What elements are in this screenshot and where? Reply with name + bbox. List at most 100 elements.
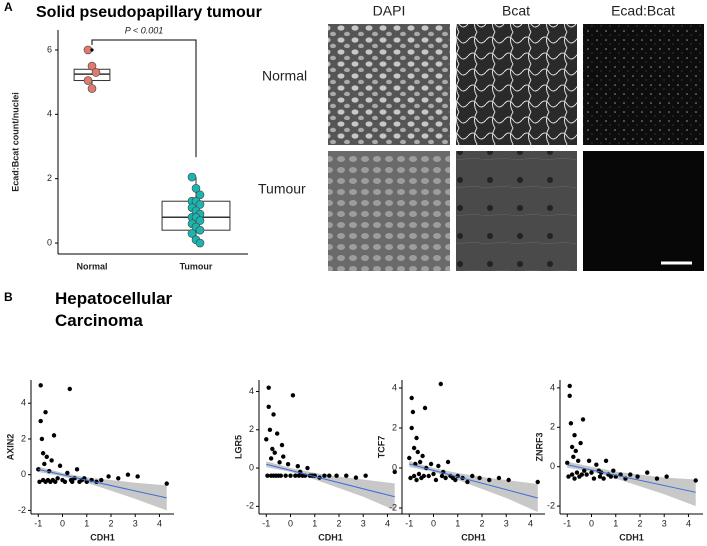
point [664,474,669,479]
x-tick-label: 1 [455,518,460,528]
point [422,405,428,411]
x-tick-label: -1 [34,518,42,528]
column-label: Bcat [502,3,530,19]
point [573,448,578,454]
point [37,479,42,485]
point [99,477,104,483]
point [267,427,273,432]
table-title: Hepatocellular Carcinoma [55,289,173,330]
y-tick-label: 4 [47,109,52,119]
point [43,409,48,415]
y-axis-title: LGR5 [233,435,243,459]
x-tick-label: 1 [84,518,89,528]
point [417,459,423,465]
point [635,474,640,479]
x-tick-label: 4 [385,518,390,528]
x-tick-label: -1 [262,518,270,528]
point [436,463,441,469]
point [49,458,54,463]
point [433,477,439,483]
x-tick-label: 3 [133,518,138,528]
point [272,450,277,455]
point [51,433,57,438]
point [195,190,205,200]
y-tick-label: 0 [550,461,555,471]
point [411,445,417,451]
y-tick-label: 6 [47,44,52,54]
x-tick-label: -1 [563,518,571,528]
x-tick-label: 4 [528,518,533,528]
point [285,462,291,467]
y-tick-label: 0 [392,462,397,472]
x-tick-label: 1 [312,518,317,528]
x-tick-label: 2 [336,518,341,528]
point [195,200,205,209]
row-label: Normal [262,68,307,84]
point [416,471,422,477]
point [293,473,298,478]
point [586,458,592,463]
point [591,476,597,481]
point [195,225,205,235]
point [470,473,475,479]
x-tick-label: -1 [405,518,413,528]
y-tick-label: -2 [246,501,254,511]
point [116,476,121,481]
y-axis-title: TCF7 [376,436,386,459]
column-label: DAPI [373,3,406,19]
point [571,454,576,460]
x-tick-label: 3 [662,518,667,528]
point [535,479,540,485]
point [411,473,417,479]
point [264,437,269,442]
confidence-band [409,461,538,512]
x-axis-title: CDH1 [461,532,486,542]
point [579,472,585,477]
fit-line [266,463,395,498]
point [65,470,70,476]
point [290,393,296,398]
point [363,473,368,478]
y-tick-label: 4 [249,386,254,396]
x-tick-label: 1 [613,518,618,528]
point [569,444,575,450]
point [271,412,276,417]
point [569,472,575,477]
point [578,440,583,446]
y-tick-label: 4 [392,382,397,392]
point [265,473,270,478]
panel-label: A [4,0,13,14]
point [281,454,286,459]
point [195,216,205,225]
x-tick-label: Tumour [180,261,213,271]
point [36,467,41,472]
point [277,460,282,465]
point [431,471,436,477]
y-axis-title: ZNRF3 [534,433,544,462]
point [135,474,140,479]
micrograph [583,24,704,145]
x-tick-label: 0 [431,518,436,528]
point [575,458,581,463]
point [57,463,63,468]
y-tick-label: 4 [21,398,26,408]
micrograph [456,24,577,145]
point [187,172,197,182]
point [322,473,327,478]
point [74,467,80,472]
point [87,61,97,71]
point [327,473,332,478]
x-tick-label: 4 [686,518,691,528]
point [106,474,111,479]
x-tick-label: 0 [288,518,293,528]
x-tick-label: 4 [157,518,162,528]
y-tick-label: -2 [389,502,397,512]
y-tick-label: -2 [18,505,26,515]
point [438,381,443,387]
point [421,473,427,479]
point [426,473,431,479]
point [407,455,412,461]
point [305,465,310,471]
point [594,462,599,467]
chart-title: Solid pseudopapillary tumour [36,4,262,21]
